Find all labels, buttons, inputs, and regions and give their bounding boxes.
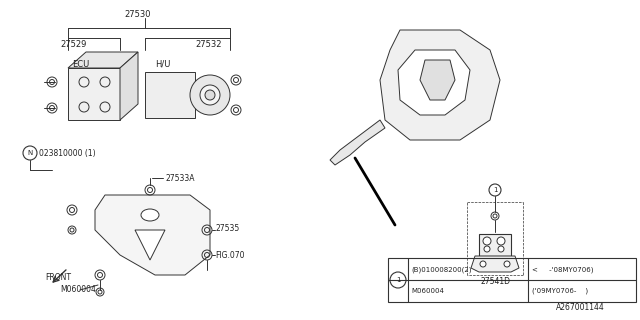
Text: 1: 1 — [493, 187, 497, 193]
Polygon shape — [420, 60, 455, 100]
Circle shape — [484, 246, 490, 252]
Polygon shape — [120, 52, 138, 120]
Circle shape — [205, 90, 215, 100]
Circle shape — [497, 237, 505, 245]
Text: 1: 1 — [396, 277, 400, 283]
Polygon shape — [330, 120, 385, 165]
Circle shape — [100, 102, 110, 112]
Polygon shape — [380, 30, 500, 140]
Circle shape — [79, 102, 89, 112]
Polygon shape — [68, 68, 120, 120]
Text: 27529: 27529 — [60, 39, 86, 49]
Text: <     -'08MY0706): < -'08MY0706) — [532, 267, 593, 273]
Bar — [388, 258, 636, 302]
Text: N: N — [28, 150, 33, 156]
Text: FIG.070: FIG.070 — [215, 251, 244, 260]
Circle shape — [483, 237, 491, 245]
Circle shape — [79, 77, 89, 87]
Polygon shape — [68, 52, 138, 68]
Polygon shape — [471, 256, 519, 272]
Polygon shape — [135, 230, 165, 260]
Text: H/U: H/U — [155, 60, 170, 68]
Circle shape — [100, 77, 110, 87]
Text: 27535: 27535 — [215, 223, 239, 233]
Ellipse shape — [141, 209, 159, 221]
Polygon shape — [398, 50, 470, 115]
Polygon shape — [95, 195, 210, 275]
Text: M060004: M060004 — [60, 285, 96, 294]
Text: 023810000 (1): 023810000 (1) — [39, 148, 95, 157]
Text: 27541D: 27541D — [480, 277, 510, 286]
Bar — [479, 234, 511, 256]
Circle shape — [504, 261, 510, 267]
Text: 27532: 27532 — [195, 39, 221, 49]
Polygon shape — [145, 72, 195, 118]
Circle shape — [190, 75, 230, 115]
Circle shape — [480, 261, 486, 267]
Text: M060004: M060004 — [411, 288, 444, 294]
Text: A267001144: A267001144 — [556, 303, 604, 313]
Text: ECU: ECU — [72, 60, 89, 68]
Text: ('09MY0706-    ): ('09MY0706- ) — [532, 288, 588, 294]
Text: (B)010008200(2): (B)010008200(2) — [411, 267, 472, 273]
Text: FRONT: FRONT — [45, 274, 71, 283]
Text: 27530: 27530 — [125, 10, 151, 19]
Circle shape — [498, 246, 504, 252]
Text: 27533A: 27533A — [165, 173, 195, 182]
Circle shape — [200, 85, 220, 105]
